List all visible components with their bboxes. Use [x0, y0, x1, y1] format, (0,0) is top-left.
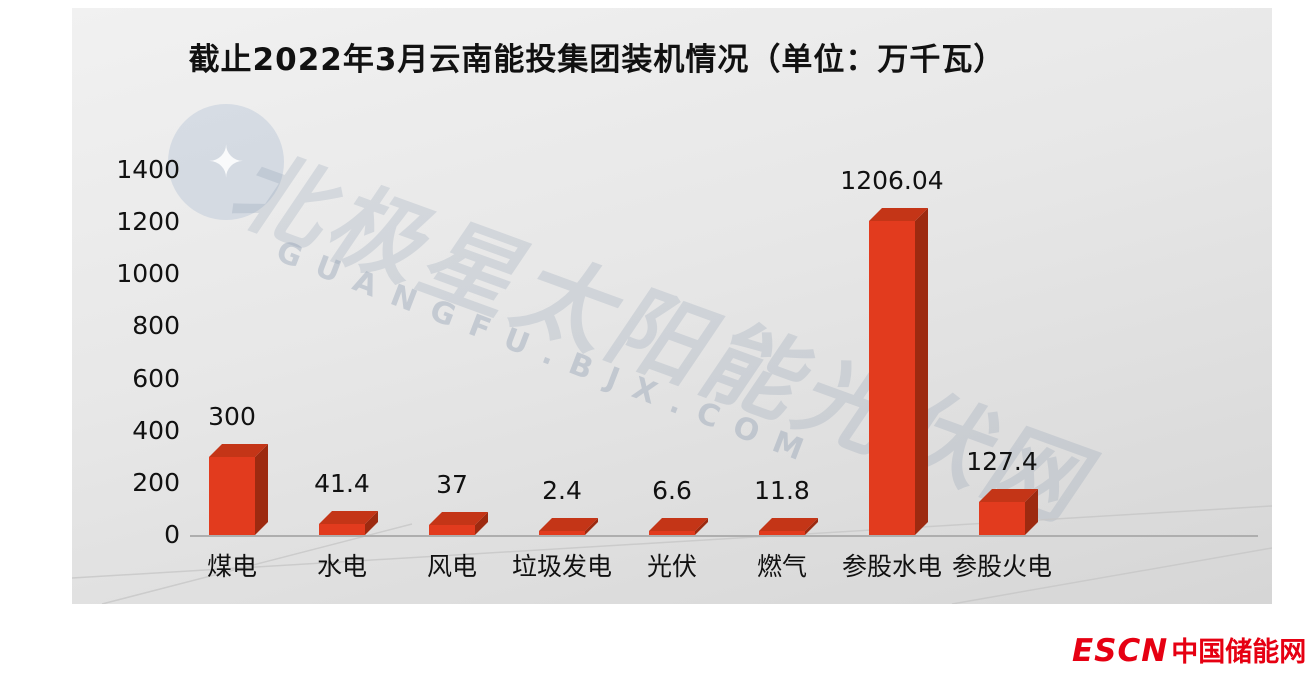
bar-group — [319, 511, 378, 535]
bar-value-label: 2.4 — [542, 476, 582, 505]
bar — [319, 524, 365, 535]
bar-group — [539, 518, 598, 535]
bar-group — [759, 518, 818, 535]
bar-value-label: 127.4 — [966, 446, 1038, 476]
escn-logo-text: ESCN — [1072, 633, 1169, 669]
bar-value-label: 1206.04 — [840, 165, 944, 195]
y-tick-label: 800 — [132, 311, 180, 341]
x-category-label: 参股火电 — [951, 552, 1052, 581]
bar-group — [869, 207, 928, 535]
bar-value-label: 6.6 — [652, 476, 692, 505]
bar — [209, 456, 255, 535]
bar — [429, 525, 475, 535]
y-tick-label: 600 — [132, 363, 180, 393]
x-category-label: 煤电 — [206, 552, 257, 581]
y-tick-label: 1000 — [116, 259, 180, 289]
bar-side-face — [915, 207, 928, 535]
bar — [759, 531, 805, 535]
x-category-label: 风电 — [426, 552, 477, 581]
escn-logo: ESCN 中国储能网 — [1072, 630, 1306, 669]
bar-value-label: 300 — [208, 401, 256, 431]
x-category-label: 燃气 — [756, 552, 807, 581]
chart-title: 截止2022年3月云南能投集团装机情况（单位：万千瓦） — [188, 42, 1006, 78]
x-axis-line — [190, 535, 1258, 537]
x-category-label: 水电 — [316, 552, 367, 581]
bar — [649, 531, 695, 535]
chart-panel: ✦ 北极星太阳能光伏网 GUANGFU.BJX.COM 截止2022年3月云南能… — [72, 8, 1272, 604]
bar — [979, 501, 1025, 535]
x-category-label: 参股水电 — [841, 552, 942, 581]
bar-value-label: 11.8 — [754, 476, 810, 505]
bar-group — [209, 443, 268, 535]
y-tick-label: 1200 — [116, 207, 180, 237]
bar-value-label: 41.4 — [314, 469, 370, 499]
y-tick-label: 0 — [164, 520, 180, 549]
bar-group — [979, 488, 1038, 535]
bjx-watermark-logo: ✦ — [168, 104, 284, 220]
x-category-label: 光伏 — [646, 552, 697, 581]
y-tick-label: 400 — [132, 415, 180, 445]
bar-value-label: 37 — [436, 470, 468, 500]
y-tick-label: 1400 — [116, 155, 180, 184]
floor-perspective-lines — [72, 505, 1272, 604]
star-icon: ✦ — [207, 136, 245, 188]
escn-logo-site: 中国储能网 — [1171, 637, 1307, 668]
bar-group — [429, 512, 488, 535]
bar — [869, 220, 915, 535]
y-tick-label: 200 — [132, 467, 180, 497]
bar — [539, 531, 585, 535]
bar-group — [649, 518, 708, 535]
x-category-label: 垃圾发电 — [511, 552, 612, 581]
